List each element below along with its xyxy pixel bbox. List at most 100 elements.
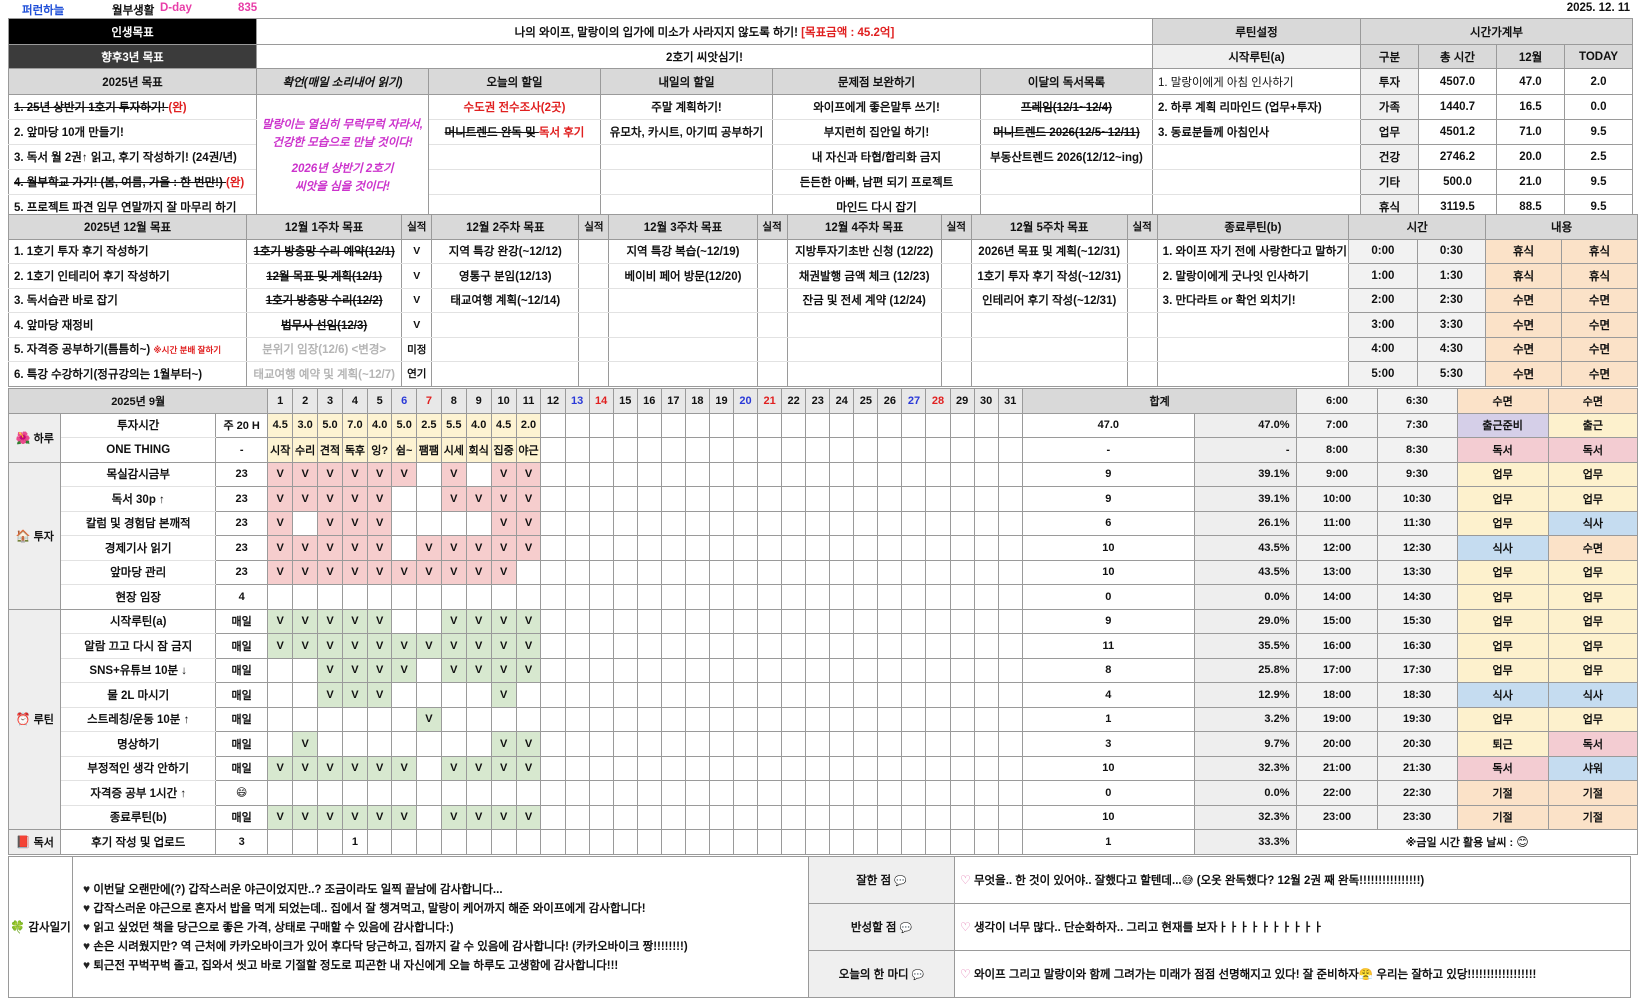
grid-cell[interactable] (684, 682, 710, 708)
grid-cell[interactable] (805, 706, 831, 732)
grid-cell[interactable] (973, 657, 999, 683)
grid-cell[interactable] (588, 584, 614, 610)
grid-cell[interactable] (997, 486, 1023, 512)
grid-cell[interactable]: V (515, 461, 542, 487)
grid-cell[interactable] (901, 682, 927, 708)
grid-cell[interactable] (440, 584, 467, 610)
grid-cell[interactable] (901, 535, 927, 561)
grid-cell[interactable] (660, 437, 686, 463)
grid-cell[interactable] (317, 706, 343, 732)
grid-cell[interactable] (757, 780, 783, 806)
grid-cell[interactable] (440, 706, 467, 732)
grid-cell[interactable] (925, 608, 951, 634)
grid-cell[interactable] (588, 437, 614, 463)
grid-cell[interactable] (540, 461, 566, 487)
grid-cell[interactable]: V (317, 510, 343, 536)
grid-cell[interactable]: V (490, 608, 517, 634)
grid-cell[interactable] (708, 486, 734, 512)
grid-cell[interactable] (515, 829, 542, 855)
grid-cell[interactable] (612, 559, 638, 585)
grid-cell[interactable]: 시세 (440, 437, 467, 463)
grid-cell[interactable]: 회식 (465, 437, 492, 463)
grid-cell[interactable] (732, 804, 759, 830)
grid-cell[interactable] (515, 584, 542, 610)
grid-cell[interactable]: V (490, 559, 517, 585)
grid-cell[interactable] (391, 706, 417, 732)
grid-cell[interactable]: V (440, 804, 467, 830)
grid-cell[interactable] (684, 608, 710, 634)
grid-cell[interactable] (853, 510, 879, 536)
grid-cell[interactable] (732, 657, 759, 683)
grid-cell[interactable] (391, 535, 417, 561)
grid-cell[interactable] (732, 633, 759, 659)
grid-cell[interactable] (490, 780, 517, 806)
grid-cell[interactable] (660, 412, 686, 438)
grid-cell[interactable] (415, 731, 442, 757)
grid-cell[interactable] (925, 486, 951, 512)
grid-cell[interactable] (440, 829, 467, 855)
grid-cell[interactable] (757, 584, 783, 610)
grid-cell[interactable] (292, 584, 319, 610)
grid-cell[interactable] (757, 559, 783, 585)
grid-cell[interactable] (805, 682, 831, 708)
grid-cell[interactable] (440, 731, 467, 757)
grid-cell[interactable]: V (317, 461, 343, 487)
grid-cell[interactable] (708, 731, 734, 757)
grid-cell[interactable]: V (366, 804, 393, 830)
grid-cell[interactable] (997, 706, 1023, 732)
grid-cell[interactable] (829, 706, 855, 732)
grid-cell[interactable] (949, 755, 975, 781)
grid-cell[interactable] (292, 829, 319, 855)
grid-cell[interactable] (997, 535, 1023, 561)
grid-cell[interactable] (925, 706, 951, 732)
grid-cell[interactable] (877, 510, 903, 536)
grid-cell[interactable] (366, 780, 393, 806)
grid-cell[interactable] (465, 731, 492, 757)
grid-cell[interactable] (341, 706, 368, 732)
grid-cell[interactable]: 수리 (292, 437, 319, 463)
grid-cell[interactable] (612, 584, 638, 610)
grid-cell[interactable] (973, 412, 999, 438)
grid-cell[interactable] (317, 780, 343, 806)
grid-cell[interactable] (267, 829, 294, 855)
grid-cell[interactable]: 5.0 (391, 412, 417, 438)
grid-cell[interactable] (901, 486, 927, 512)
grid-cell[interactable] (949, 682, 975, 708)
grid-cell[interactable]: V (391, 559, 417, 585)
grid-cell[interactable] (684, 657, 710, 683)
grid-cell[interactable] (781, 829, 807, 855)
grid-cell[interactable] (901, 608, 927, 634)
grid-cell[interactable] (415, 780, 442, 806)
grid-cell[interactable]: V (267, 461, 294, 487)
grid-cell[interactable]: V (292, 461, 319, 487)
grid-cell[interactable] (853, 608, 879, 634)
grid-cell[interactable] (660, 510, 686, 536)
grid-cell[interactable] (925, 412, 951, 438)
grid-cell[interactable]: V (515, 535, 542, 561)
grid-cell[interactable]: V (341, 559, 368, 585)
grid-cell[interactable] (465, 584, 492, 610)
grid-cell[interactable]: V (440, 486, 467, 512)
grid-cell[interactable] (925, 755, 951, 781)
grid-cell[interactable] (540, 657, 566, 683)
grid-cell[interactable] (997, 780, 1023, 806)
grid-cell[interactable] (465, 780, 492, 806)
grid-cell[interactable] (973, 461, 999, 487)
grid-cell[interactable] (901, 633, 927, 659)
grid-cell[interactable] (781, 559, 807, 585)
grid-cell[interactable] (515, 559, 542, 585)
grid-cell[interactable] (267, 731, 294, 757)
grid-cell[interactable]: V (317, 633, 343, 659)
grid-cell[interactable] (588, 510, 614, 536)
grid-cell[interactable] (925, 437, 951, 463)
grid-cell[interactable]: V (292, 535, 319, 561)
grid-cell[interactable] (660, 706, 686, 732)
grid-cell[interactable] (660, 461, 686, 487)
grid-cell[interactable] (973, 437, 999, 463)
grid-cell[interactable] (973, 584, 999, 610)
grid-cell[interactable] (829, 608, 855, 634)
grid-cell[interactable]: V (292, 633, 319, 659)
grid-cell[interactable] (708, 780, 734, 806)
grid-cell[interactable] (317, 731, 343, 757)
grid-cell[interactable]: V (465, 559, 492, 585)
